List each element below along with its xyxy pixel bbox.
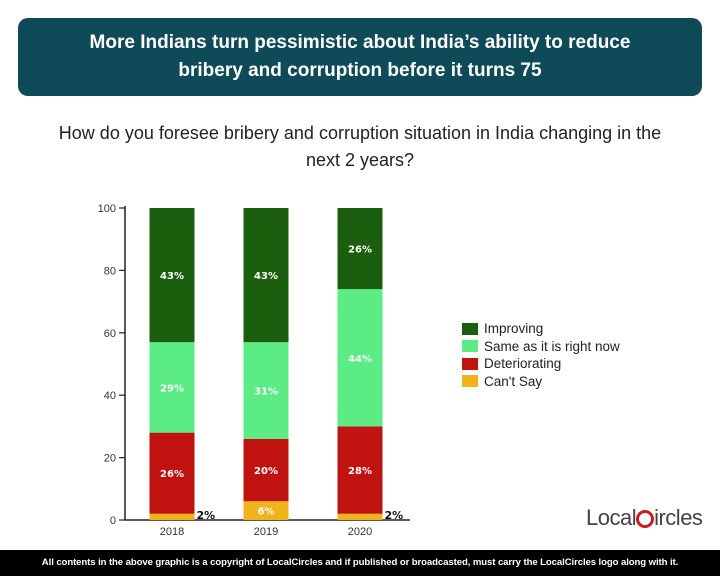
page-title: More Indians turn pessimistic about Indi… [18, 18, 702, 96]
data-label: 29% [160, 383, 184, 394]
bar-segment [243, 208, 289, 343]
legend-label: Can't Say [484, 373, 543, 389]
bar-segment [149, 432, 195, 514]
bar-segment [337, 426, 383, 514]
legend-item: Can't Say [462, 373, 620, 391]
bar-segment [337, 289, 383, 427]
x-tick-label: 2018 [160, 526, 184, 538]
data-label: 2% [197, 509, 216, 522]
bar-segment [149, 208, 195, 343]
y-tick-label: 40 [104, 390, 116, 402]
y-tick-label: 20 [104, 453, 116, 465]
data-label: 31% [254, 387, 278, 398]
chart-question: How do you foresee bribery and corruptio… [58, 123, 662, 170]
bar-segment [149, 342, 195, 433]
legend-item: Same as it is right now [462, 338, 620, 356]
y-tick-label: 0 [110, 515, 116, 527]
legend-swatch [462, 340, 478, 353]
bar-segment [243, 501, 289, 520]
y-tick-label: 80 [104, 265, 116, 277]
legend-label: Same as it is right now [484, 338, 620, 354]
localcircles-logo: Local ircles [586, 505, 703, 530]
data-label: 28% [348, 466, 372, 477]
data-label: 44% [348, 354, 372, 365]
data-label: 26% [348, 245, 372, 256]
data-label: 20% [254, 466, 278, 477]
bar-segment [337, 208, 383, 290]
legend-label: Improving [484, 321, 544, 337]
legend-item: Deteriorating [462, 355, 620, 373]
location-pin-icon [636, 510, 655, 528]
copyright-footer: All contents in the above graphic is a c… [0, 550, 720, 576]
y-tick-label: 60 [104, 328, 116, 340]
bar-segment [337, 513, 383, 520]
bar-segment [243, 438, 289, 502]
legend-swatch [462, 375, 478, 388]
data-label: 6% [258, 507, 275, 518]
bar-segment [243, 342, 289, 439]
x-tick-label: 2020 [348, 526, 372, 538]
data-label: 2% [385, 509, 404, 522]
x-tick-label: 2019 [254, 526, 278, 538]
legend-swatch [462, 322, 478, 335]
data-label: 43% [254, 271, 278, 282]
legend: Improving Same as it is right now Deteri… [462, 320, 620, 390]
y-tick-label: 100 [98, 203, 116, 215]
bar-segment [149, 513, 195, 520]
stacked-bar-chart: 0 20 40 60 80 100 2% 26% 29% 43% 2018 6% 20% 31% 43% 20… [98, 203, 410, 538]
legend-item: Improving [462, 320, 620, 338]
data-label: 43% [160, 271, 184, 282]
data-label: 26% [160, 469, 184, 480]
legend-swatch [462, 357, 478, 370]
legend-label: Deteriorating [484, 356, 562, 372]
